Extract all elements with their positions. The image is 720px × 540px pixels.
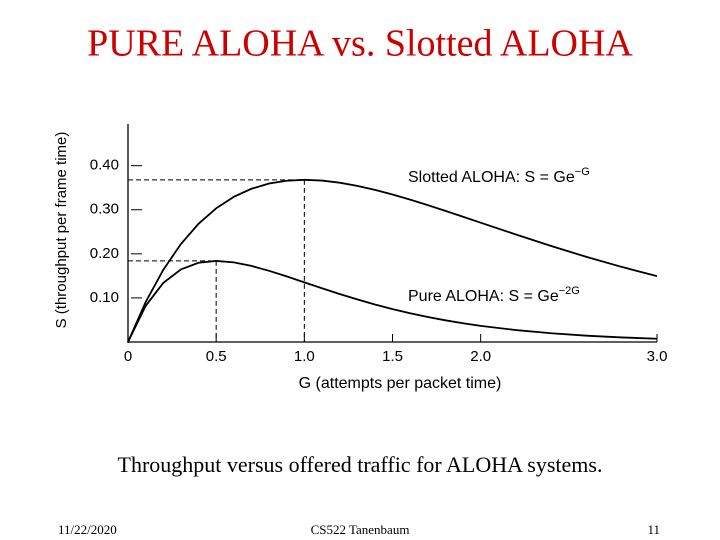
x-tick-label: 2.0 xyxy=(470,348,491,365)
footer-date: 11/22/2020 xyxy=(58,522,117,537)
series-line xyxy=(127,178,658,343)
x-tick-label: 1.0 xyxy=(294,348,315,365)
caption: Throughput versus offered traffic for AL… xyxy=(118,452,603,477)
series-name: Pure ALOHA: S = Ge xyxy=(408,288,559,305)
y-axis-label: S (throughput per frame time) xyxy=(53,132,70,329)
series-exponent: −2G xyxy=(559,285,580,297)
x-tick-label: 1.5 xyxy=(382,348,403,365)
slide-title: PURE ALOHA vs. Slotted ALOHA xyxy=(87,23,633,65)
series-name: Slotted ALOHA: S = Ge xyxy=(408,169,575,186)
y-tick-label: 0.40 xyxy=(90,157,119,174)
footer-page: 11 xyxy=(647,522,660,537)
x-tick-label: 0 xyxy=(124,348,132,365)
y-tick-label: 0.10 xyxy=(90,289,119,306)
series-exponent: −G xyxy=(575,166,590,178)
y-tick-label: 0.30 xyxy=(90,201,119,218)
x-tick-label: 3.0 xyxy=(647,348,668,365)
x-tick-label: 0.5 xyxy=(206,348,227,365)
series-label: Pure ALOHA: S = Ge−2G xyxy=(408,285,580,305)
y-tick-label: 0.20 xyxy=(90,245,119,262)
series-line xyxy=(127,260,658,343)
series-label: Slotted ALOHA: S = Ge−G xyxy=(408,166,590,186)
x-axis-label: G (attempts per packet time) xyxy=(299,375,502,392)
footer-course: CS522 Tanenbaum xyxy=(311,522,410,537)
